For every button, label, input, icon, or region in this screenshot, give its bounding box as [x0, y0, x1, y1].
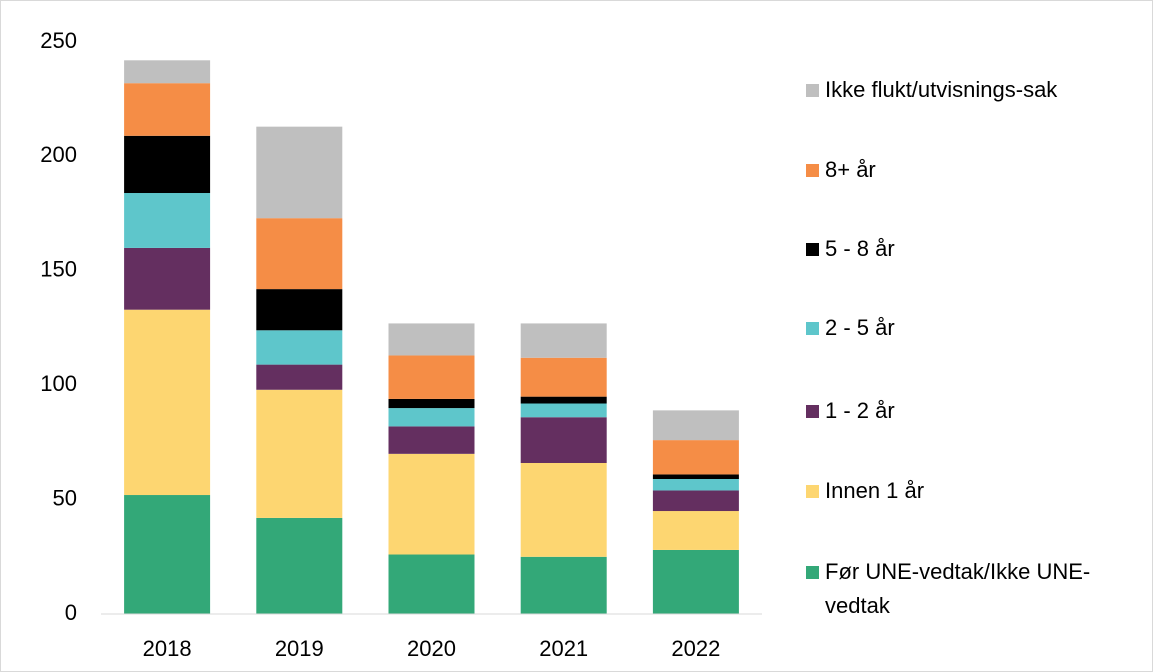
legend-item: 1 - 2 år	[806, 394, 1106, 428]
bar-segment	[652, 479, 739, 491]
legend-label: Innen 1 år	[825, 478, 925, 503]
bar-segment	[652, 549, 739, 614]
bar-segment	[124, 193, 211, 248]
x-tick-label: 2019	[275, 636, 324, 661]
bar-segment	[388, 426, 475, 454]
bar-segment	[388, 398, 475, 409]
legend-item: 2 - 5 år	[806, 311, 1106, 345]
legend-item: Før UNE-vedtak/Ikke UNE-vedtak	[806, 555, 1106, 623]
legend-label: 8+ år	[825, 157, 876, 182]
bar-segment	[124, 309, 211, 496]
bar-segment	[124, 83, 211, 136]
x-tick-label: 2018	[143, 636, 192, 661]
bar-segment	[652, 490, 739, 512]
bar-segment	[520, 396, 607, 404]
legend-label: 5 - 8 år	[825, 236, 895, 261]
bar-segment	[256, 517, 343, 614]
legend-label: 1 - 2 år	[825, 398, 895, 423]
legend-swatch	[806, 322, 819, 335]
bar-segment	[388, 453, 475, 555]
bar-segment	[652, 410, 739, 441]
bar-segment	[256, 330, 343, 365]
bar-segment	[256, 289, 343, 331]
legend-label: 2 - 5 år	[825, 315, 895, 340]
bar-segment	[520, 417, 607, 463]
legend-item: 8+ år	[806, 153, 1106, 187]
legend-swatch	[806, 84, 819, 97]
bar-segment	[256, 218, 343, 290]
x-tick-label: 2022	[671, 636, 720, 661]
y-tick-label: 100	[40, 371, 77, 396]
bar-segment	[652, 440, 739, 475]
bar-segment	[388, 323, 475, 356]
legend-swatch	[806, 405, 819, 418]
x-tick-label: 2020	[407, 636, 456, 661]
legend-item: 5 - 8 år	[806, 232, 1106, 266]
legend-item: Ikke flukt/utvisnings-sak	[806, 73, 1106, 107]
legend-swatch	[806, 566, 819, 579]
y-tick-label: 200	[40, 142, 77, 167]
bar-segment	[124, 495, 211, 614]
bar-segment	[256, 364, 343, 390]
bar-segment	[520, 462, 607, 557]
bar-segment	[652, 474, 739, 480]
legend-swatch	[806, 243, 819, 256]
y-tick-label: 50	[53, 485, 77, 510]
y-tick-label: 150	[40, 257, 77, 282]
legend-swatch	[806, 485, 819, 498]
legend-item: Innen 1 år	[806, 474, 1106, 508]
legend-label: Før UNE-vedtak/Ikke UNE-vedtak	[825, 559, 1091, 618]
legend-label: Ikke flukt/utvisnings-sak	[825, 77, 1058, 102]
bar-segment	[520, 323, 607, 358]
legend-swatch	[806, 164, 819, 177]
bar-segment	[388, 554, 475, 614]
bar-segment	[520, 403, 607, 418]
bar-segment	[256, 126, 343, 219]
x-tick-label: 2021	[539, 636, 588, 661]
y-tick-label: 250	[40, 28, 77, 53]
bar-segment	[124, 60, 211, 84]
bar-segment	[388, 408, 475, 427]
bar-segment	[388, 355, 475, 399]
bar-segment	[256, 389, 343, 518]
y-tick-label: 0	[65, 600, 77, 625]
bar-segment	[124, 247, 211, 310]
bar-segment	[520, 556, 607, 614]
bar-segment	[652, 511, 739, 550]
bar-segment	[520, 357, 607, 397]
bar-segment	[124, 135, 211, 194]
